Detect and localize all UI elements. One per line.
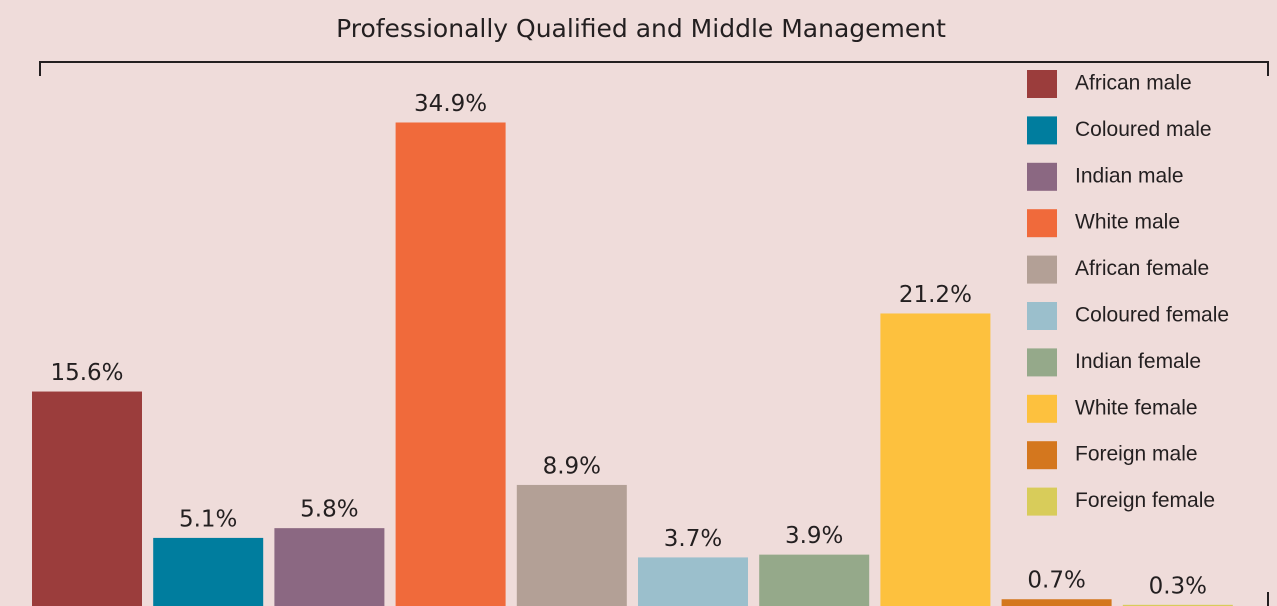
legend-swatch bbox=[1027, 255, 1057, 284]
legend-label: White female bbox=[1075, 396, 1198, 419]
bar bbox=[153, 537, 264, 606]
value-label: 5.8% bbox=[300, 497, 358, 523]
legend-label: African male bbox=[1075, 72, 1192, 95]
value-label: 5.1% bbox=[179, 506, 237, 532]
value-label: 0.7% bbox=[1027, 568, 1085, 594]
legend-label: African female bbox=[1075, 257, 1209, 280]
legend-swatch bbox=[1027, 116, 1057, 145]
value-label: 8.9% bbox=[543, 453, 601, 479]
value-label: 3.9% bbox=[785, 523, 843, 549]
legend-swatch bbox=[1027, 487, 1057, 516]
legend-label: White male bbox=[1075, 211, 1180, 234]
legend-label: Indian female bbox=[1075, 350, 1201, 373]
bar bbox=[274, 528, 385, 606]
legend-swatch bbox=[1027, 441, 1057, 470]
legend-label: Foreign female bbox=[1075, 489, 1215, 512]
bar bbox=[1001, 599, 1112, 606]
bar bbox=[32, 391, 142, 606]
legend-label: Coloured female bbox=[1075, 304, 1229, 327]
value-label: 15.6% bbox=[50, 360, 123, 386]
bar bbox=[516, 484, 627, 606]
chart-title: Professionally Qualified and Middle Mana… bbox=[336, 14, 946, 43]
bar bbox=[1122, 604, 1233, 606]
legend-swatch bbox=[1027, 70, 1057, 98]
bar bbox=[638, 557, 748, 606]
legend-label: Foreign male bbox=[1075, 443, 1198, 466]
legend-swatch bbox=[1027, 302, 1057, 330]
legend-swatch bbox=[1027, 348, 1057, 377]
value-label: 34.9% bbox=[414, 91, 487, 117]
bracket bbox=[39, 61, 1269, 76]
legend-swatch bbox=[1027, 394, 1057, 423]
legend-label: Indian male bbox=[1075, 164, 1184, 187]
bar bbox=[880, 313, 991, 606]
legend-swatch bbox=[1027, 162, 1057, 191]
value-label: 21.2% bbox=[899, 282, 972, 308]
legend-swatch bbox=[1027, 209, 1057, 238]
value-label: 3.7% bbox=[664, 526, 722, 552]
legend-label: Coloured male bbox=[1075, 118, 1212, 141]
value-label: 0.3% bbox=[1149, 573, 1207, 599]
bar bbox=[395, 122, 506, 606]
bar bbox=[759, 554, 870, 606]
